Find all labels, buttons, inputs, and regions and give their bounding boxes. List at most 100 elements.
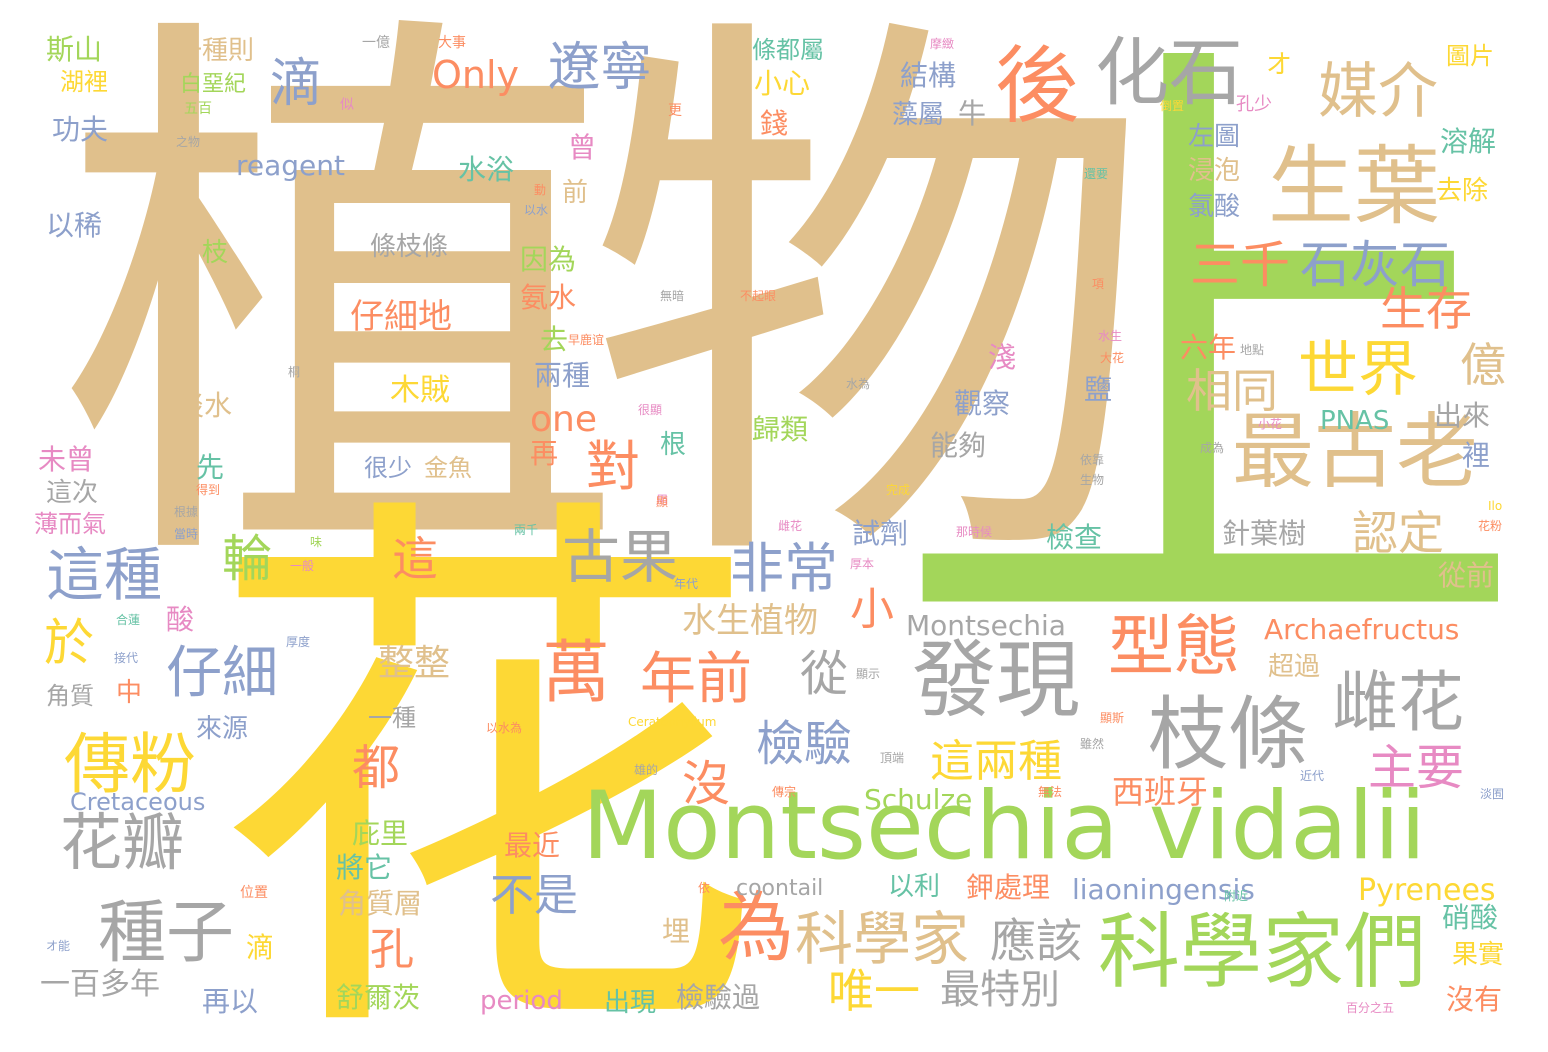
word: 早鹿谊: [568, 333, 605, 347]
word: 兩種: [534, 359, 591, 392]
word: 摩緻: [930, 37, 955, 51]
word: 西班牙: [1112, 773, 1209, 811]
word: 還要: [1084, 167, 1109, 181]
word: 去除: [1436, 176, 1489, 206]
word: 顯: [656, 495, 669, 509]
word: 古果: [562, 523, 679, 591]
word: 應該: [990, 914, 1082, 968]
word: 生葉: [1268, 137, 1440, 237]
word: 檢驗: [756, 716, 853, 772]
word: 年前: [640, 647, 752, 712]
word: 那時候: [956, 525, 993, 539]
word: 以稀: [46, 209, 103, 242]
word: Schulze: [864, 783, 973, 816]
word: 來源: [196, 714, 249, 744]
word: Pyrenees: [1358, 873, 1496, 908]
word: 水生: [1098, 329, 1123, 343]
word: 氯酸: [1188, 192, 1241, 222]
word: reagent: [236, 149, 346, 182]
word: 根據: [174, 505, 199, 519]
word: オ: [1266, 50, 1293, 80]
word: 認定: [1352, 506, 1444, 560]
word: 硝酸: [1442, 901, 1499, 934]
word: 淡囿: [1480, 787, 1505, 801]
word: 淡水: [176, 389, 233, 422]
word: 用: [656, 493, 669, 507]
word: 遼寧: [548, 38, 653, 98]
word: 從: [800, 646, 849, 702]
word: 雌花: [778, 519, 803, 533]
word: 石灰石: [1300, 236, 1450, 294]
word: 根: [660, 430, 687, 460]
word: 庇里: [352, 817, 409, 850]
word: 頂端: [880, 751, 905, 765]
word: 無暗: [660, 289, 685, 303]
word: 唯一: [828, 964, 920, 1018]
word: 條枝條: [370, 232, 449, 262]
word: 鹽: [1084, 373, 1113, 406]
word: 再以: [202, 985, 259, 1018]
word: 科學家: [795, 905, 970, 973]
word: 合蓮: [116, 613, 141, 627]
word: 近代: [1300, 769, 1325, 783]
word: Archaefructus: [1264, 613, 1460, 646]
word: 不起眼: [740, 289, 777, 303]
word: period: [480, 986, 563, 1016]
word: 厚度: [286, 635, 311, 649]
word: 歸類: [752, 413, 809, 446]
word: 花粉: [1478, 519, 1503, 533]
word: one: [530, 399, 597, 440]
word: 百分之五: [1346, 1001, 1395, 1015]
word: 桐: [288, 365, 301, 379]
word: Montsechia vidalii: [582, 772, 1427, 881]
word: 金魚: [424, 454, 472, 482]
word: 最古老: [1232, 405, 1479, 500]
word: オ能: [46, 939, 71, 953]
word: 萬: [542, 634, 611, 713]
word: 浸泡: [1188, 156, 1241, 186]
word: 這次: [46, 478, 99, 508]
word: Only: [432, 53, 520, 97]
word: 試劑: [852, 517, 909, 550]
word: 再: [530, 437, 559, 470]
word: 將它: [336, 851, 393, 884]
word: 雖然: [1080, 737, 1105, 751]
word: 六年: [1180, 331, 1237, 364]
word: 裡: [1462, 439, 1491, 472]
word: Cretaceous: [70, 788, 206, 816]
word: 花瓣: [60, 806, 185, 879]
word: 以利: [888, 872, 941, 902]
word: 沒: [682, 756, 731, 812]
word: 化石: [1095, 30, 1243, 116]
word: 世界: [1298, 335, 1418, 405]
word: 厚本: [850, 557, 875, 571]
word: 未曾: [38, 443, 95, 476]
word: 左圖: [1188, 122, 1241, 152]
word: 主要: [1368, 740, 1465, 796]
word: 功夫: [52, 113, 109, 146]
word: 檢查: [1046, 521, 1103, 554]
word: 氨水: [520, 281, 577, 314]
word: 木賊: [390, 373, 450, 408]
word: 這兩種: [930, 736, 1062, 787]
word: 媒介: [1318, 57, 1438, 127]
word: 動: [534, 183, 547, 197]
word: 以水: [524, 203, 549, 217]
word: 這: [392, 532, 438, 586]
word: 溶解: [1440, 125, 1497, 158]
word: Ilo: [1488, 499, 1503, 513]
word: 一億: [362, 35, 390, 51]
word: 雄的: [634, 763, 659, 777]
word: 科學家們: [1098, 905, 1427, 1000]
word: 出現: [604, 988, 657, 1018]
word: 之物: [176, 135, 201, 149]
word: 都: [352, 740, 401, 796]
word: 曾: [568, 131, 597, 164]
word: 這種: [46, 541, 163, 609]
word: 斯山: [46, 33, 103, 66]
word: 大花: [1100, 351, 1125, 365]
word: 億: [1460, 338, 1506, 392]
word: 條都屬: [752, 36, 824, 64]
word: 枝條: [1148, 688, 1308, 781]
word: 中: [116, 678, 143, 708]
